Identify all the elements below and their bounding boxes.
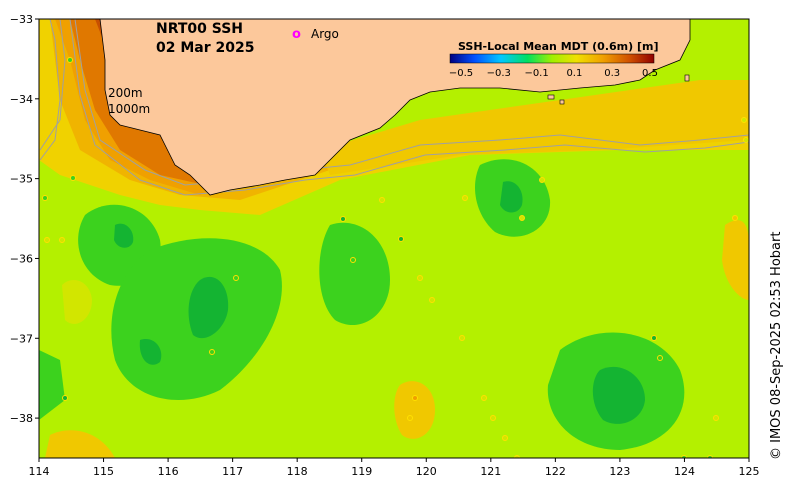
island-speck: [559, 99, 565, 105]
y-axis-tick-label: −36: [10, 252, 33, 265]
argo-legend-label: Argo: [311, 27, 339, 41]
ssh-eddy-4-core: [500, 181, 523, 213]
argo-marker: [429, 297, 435, 303]
x-axis-tick-label: 123: [609, 465, 630, 478]
plot-frame: [38, 18, 750, 459]
argo-marker: [209, 349, 215, 355]
argo-marker: [681, 455, 687, 458]
x-axis-tick-label: 120: [416, 465, 437, 478]
argo-marker: [42, 195, 48, 201]
x-axis-tick-label: 122: [545, 465, 566, 478]
argo-marker: [44, 237, 50, 243]
colorbar-tick-label: 0.5: [642, 68, 658, 79]
argo-marker: [340, 216, 346, 222]
ssh-warm-spot-3: [45, 430, 115, 458]
x-axis-tick-label: 115: [93, 465, 114, 478]
argo-marker: [233, 275, 239, 281]
colorbar-tick-label: −0.3: [487, 68, 511, 79]
colorbar-title: SSH-Local Mean MDT (0.6m) [m]: [458, 40, 658, 53]
island-speck: [547, 94, 555, 100]
ssh-eddy-2-core-b: [139, 339, 162, 365]
map-plot-area: [39, 19, 749, 458]
ssh-warm-spot-4: [62, 280, 92, 324]
ssh-eddy-5-core: [592, 366, 645, 424]
y-axis-tick-label: −33: [10, 13, 33, 26]
colorbar-tick-label: 0.3: [604, 68, 620, 79]
x-axis-tick-label: 116: [158, 465, 179, 478]
ssh-eddy-2-core: [188, 276, 229, 339]
x-axis-tick-label: 114: [29, 465, 50, 478]
argo-marker: [412, 395, 418, 401]
argo-marker: [398, 236, 404, 242]
colorbar-tick-label: −0.5: [449, 68, 473, 79]
ssh-warm-spot-1: [394, 381, 435, 439]
argo-marker: [539, 177, 545, 183]
colorbar-gradient: [449, 53, 655, 64]
argo-marker: [514, 455, 520, 458]
ssh-warm-spot-2: [722, 220, 749, 300]
x-axis-tick-label: 121: [480, 465, 501, 478]
argo-marker: [417, 275, 423, 281]
argo-marker: [70, 175, 76, 181]
colorbar-tick-label: 0.1: [566, 68, 582, 79]
colorbar-tick-labels: −0.5 −0.3 −0.1 0.1 0.3 0.5: [449, 68, 658, 79]
y-axis-tick-label: −35: [10, 173, 33, 186]
argo-marker: [462, 195, 468, 201]
argo-marker: [741, 117, 747, 123]
ssh-eddy-3: [319, 222, 390, 326]
argo-marker: [407, 415, 413, 421]
x-axis-tick-label: 125: [739, 465, 760, 478]
argo-legend-symbol: o: [292, 27, 301, 42]
y-axis-tick-label: −34: [10, 93, 33, 106]
map-title-line2: 02 Mar 2025: [156, 40, 254, 56]
island-speck: [684, 74, 690, 82]
x-axis-tick-label: 119: [351, 465, 372, 478]
map-title-line1: NRT00 SSH: [156, 21, 243, 37]
colorbar: SSH-Local Mean MDT (0.6m) [m] −0.5 −0.3 −0…: [449, 40, 659, 79]
argo-marker: [651, 335, 657, 341]
y-axis-tick-label: −38: [10, 412, 33, 425]
argo-marker: [502, 435, 508, 441]
argo-marker: [490, 415, 496, 421]
argo-marker: [59, 237, 65, 243]
argo-marker: [459, 335, 465, 341]
y-axis-tick-label: −37: [10, 332, 33, 345]
argo-marker: [713, 415, 719, 421]
argo-marker: [62, 395, 68, 401]
argo-marker: [707, 455, 713, 458]
x-axis-tick-label: 124: [674, 465, 695, 478]
argo-marker: [350, 257, 356, 263]
contour-label-1000m: 1000m: [108, 102, 150, 116]
contour-1000m: [39, 19, 749, 196]
ssh-eddy-1-core: [114, 223, 134, 248]
argo-marker: [519, 215, 525, 221]
x-axis-tick-labels: 114 115 116 117 118 119 120 121 122 123 124 125: [29, 458, 760, 478]
x-axis-tick-label: 118: [287, 465, 308, 478]
argo-marker: [657, 355, 663, 361]
argo-marker: [67, 57, 73, 63]
contour-label-200m: 200m: [108, 86, 143, 100]
x-axis-tick-label: 117: [222, 465, 243, 478]
argo-marker: [481, 395, 487, 401]
copyright-credit: © IMOS 08-Sep-2025 02:53 Hobart: [769, 232, 784, 460]
argo-marker: [732, 215, 738, 221]
ssh-eddy-6: [39, 350, 65, 420]
argo-marker: [743, 137, 749, 143]
argo-marker: [379, 197, 385, 203]
contour-200m: [39, 19, 749, 186]
y-axis-tick-labels: −33 −34 −35 −36 −37 −38: [10, 13, 39, 425]
colorbar-tick-label: −0.1: [524, 68, 548, 79]
ssh-nearshore-band: [320, 80, 749, 175]
argo-markers: [42, 57, 749, 458]
